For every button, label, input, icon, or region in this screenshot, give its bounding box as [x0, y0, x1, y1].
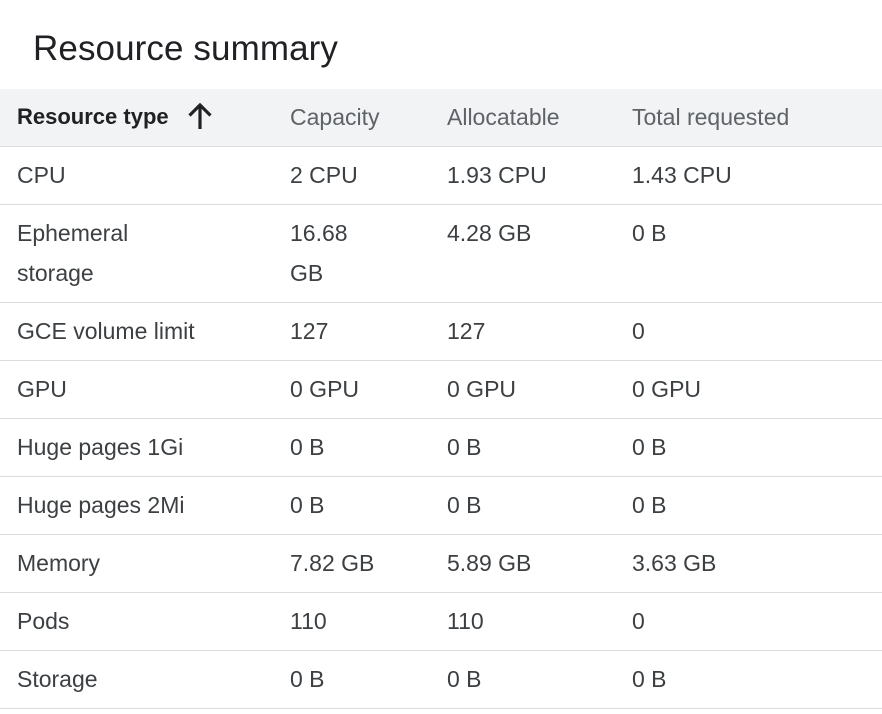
- column-header-allocatable[interactable]: Allocatable: [430, 89, 615, 147]
- cell-total-requested: 0 B: [615, 204, 882, 303]
- cell-capacity: 16.68 GB: [273, 204, 430, 303]
- cell-capacity: 0 B: [273, 476, 430, 535]
- cell-capacity: 110: [273, 592, 430, 651]
- cell-capacity: 7.82 GB: [273, 534, 430, 593]
- column-header-label: Resource type: [17, 104, 169, 130]
- cell-resource-type: GPU: [0, 360, 273, 419]
- cell-capacity: 2 CPU: [273, 146, 430, 205]
- cell-resource-type: Pods: [0, 592, 273, 651]
- table-header-row: Resource type Capacity Allocatable Total…: [0, 89, 882, 147]
- table-row: Pods 110 110 0: [0, 592, 882, 651]
- column-header-total-requested[interactable]: Total requested: [615, 89, 882, 147]
- cell-resource-type: Ephemeral storage: [0, 204, 273, 303]
- cell-resource-type: Huge pages 1Gi: [0, 418, 273, 477]
- cell-total-requested: 0 B: [615, 418, 882, 477]
- arrow-upward-icon: [187, 102, 213, 131]
- cell-allocatable: 4.28 GB: [430, 204, 615, 303]
- cell-allocatable: 0 B: [430, 476, 615, 535]
- cell-capacity: 0 GPU: [273, 360, 430, 419]
- column-header-capacity[interactable]: Capacity: [273, 89, 430, 147]
- cell-resource-type: Storage: [0, 650, 273, 709]
- cell-capacity: 0 B: [273, 418, 430, 477]
- table-row: Storage 0 B 0 B 0 B: [0, 650, 882, 709]
- cell-capacity: 127: [273, 302, 430, 361]
- cell-total-requested: 1.43 CPU: [615, 146, 882, 205]
- cell-total-requested: 0: [615, 592, 882, 651]
- table-row: Ephemeral storage 16.68 GB 4.28 GB 0 B: [0, 204, 882, 303]
- column-header-resource-type[interactable]: Resource type: [0, 89, 273, 147]
- cell-allocatable: 0 B: [430, 418, 615, 477]
- table-row: GCE volume limit 127 127 0: [0, 302, 882, 361]
- table-row: GPU 0 GPU 0 GPU 0 GPU: [0, 360, 882, 419]
- sort-resource-type-button[interactable]: Resource type: [17, 102, 213, 131]
- cell-resource-type: Huge pages 2Mi: [0, 476, 273, 535]
- cell-allocatable: 0 B: [430, 650, 615, 709]
- cell-allocatable: 110: [430, 592, 615, 651]
- cell-total-requested: 3.63 GB: [615, 534, 882, 593]
- cell-allocatable: 5.89 GB: [430, 534, 615, 593]
- cell-total-requested: 0 B: [615, 476, 882, 535]
- table-row: Huge pages 1Gi 0 B 0 B 0 B: [0, 418, 882, 477]
- cell-resource-type: CPU: [0, 146, 273, 205]
- table-row: Huge pages 2Mi 0 B 0 B 0 B: [0, 476, 882, 535]
- cell-allocatable: 127: [430, 302, 615, 361]
- cell-resource-type: Memory: [0, 534, 273, 593]
- table-row: CPU 2 CPU 1.93 CPU 1.43 CPU: [0, 146, 882, 205]
- cell-allocatable: 0 GPU: [430, 360, 615, 419]
- page-title: Resource summary: [33, 29, 339, 68]
- cell-total-requested: 0 GPU: [615, 360, 882, 419]
- resource-summary-table: Resource type Capacity Allocatable Total…: [0, 89, 882, 709]
- cell-resource-type: GCE volume limit: [0, 302, 273, 361]
- cell-total-requested: 0 B: [615, 650, 882, 709]
- cell-capacity: 0 B: [273, 650, 430, 709]
- cell-allocatable: 1.93 CPU: [430, 146, 615, 205]
- cell-total-requested: 0: [615, 302, 882, 361]
- table-row: Memory 7.82 GB 5.89 GB 3.63 GB: [0, 534, 882, 593]
